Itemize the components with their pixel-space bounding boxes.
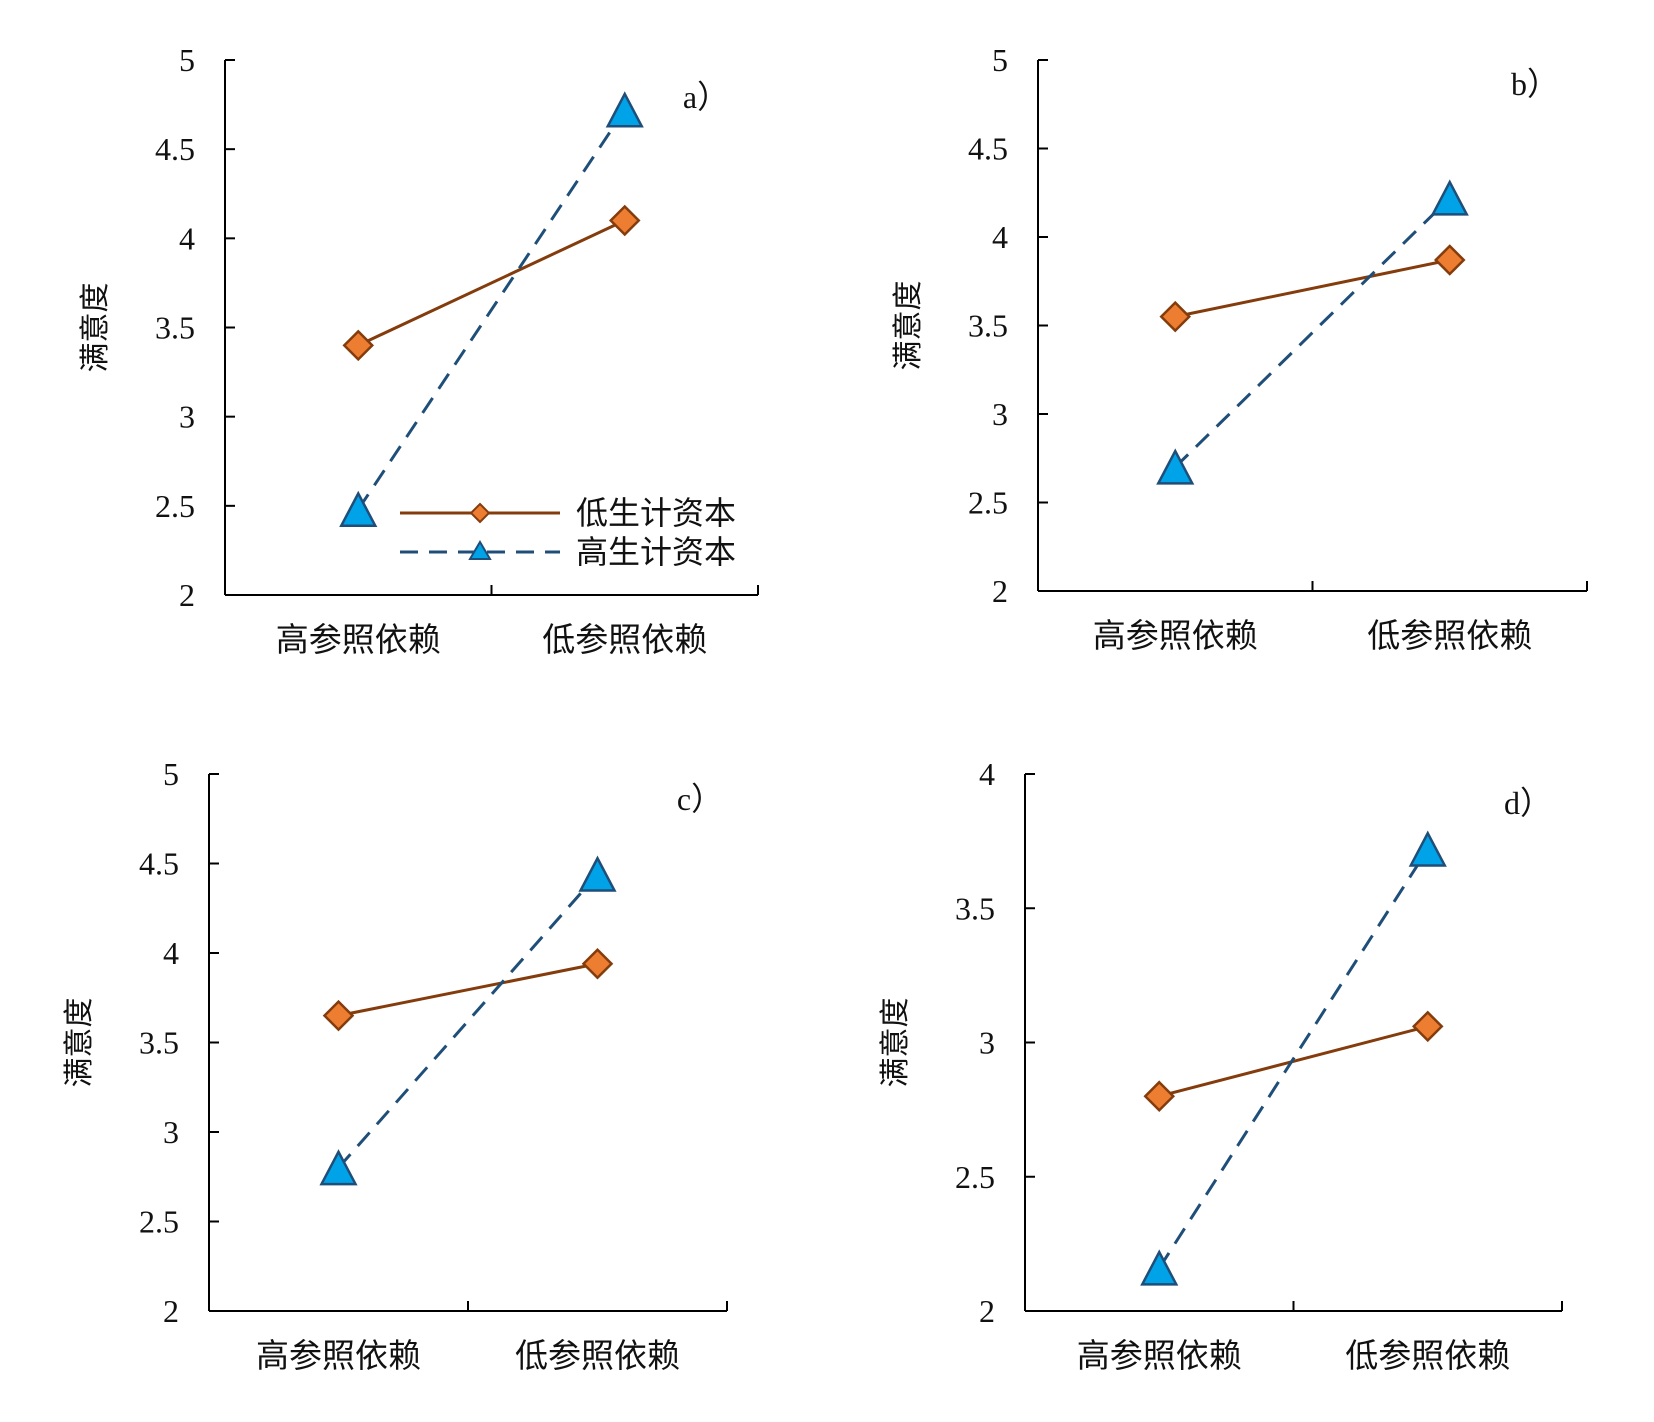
legend-marker-low-capital: [469, 502, 491, 524]
y-tick-label: 4: [979, 756, 995, 792]
series-line-high-capital: [357, 109, 626, 511]
x-tick-label: 低参照依赖: [1367, 616, 1532, 655]
data-point-low-capital: [581, 947, 614, 980]
y-tick-label: 2.5: [968, 485, 1008, 521]
chart-panel-b: 2 2.5 3 3.5 4 4.5 5 高参照依赖 低参照依赖 满意度 b）: [891, 42, 1588, 655]
data-point-low-capital: [322, 999, 355, 1032]
data-point-low-capital: [1143, 1080, 1176, 1112]
panel-label: a）: [683, 79, 729, 115]
legend-label-high-capital: 高生计资本: [576, 533, 736, 571]
y-tick-label: 3: [992, 396, 1008, 432]
data-point-high-capital: [339, 490, 378, 527]
y-tick-label: 3: [163, 1114, 179, 1150]
series-line-high-capital: [1174, 196, 1451, 469]
series-line-low-capital: [357, 219, 626, 347]
y-tick-label: 5: [163, 756, 179, 792]
data-point-high-capital: [1140, 1249, 1179, 1286]
y-tick-label: 3: [979, 1025, 995, 1061]
data-point-high-capital: [319, 1149, 358, 1186]
series-line-high-capital: [1157, 848, 1430, 1269]
x-tick-label: 高参照依赖: [256, 1336, 421, 1375]
data-point-low-capital: [342, 329, 375, 362]
data-point-high-capital: [605, 91, 644, 128]
y-axis-label: 满意度: [78, 283, 113, 373]
series-line-high-capital: [337, 873, 599, 1169]
y-tick-label: 2: [179, 577, 195, 613]
series-line-low-capital: [1174, 258, 1451, 319]
data-point-low-capital: [1411, 1010, 1444, 1043]
y-tick-label: 3: [179, 399, 195, 435]
y-tick-label: 3.5: [139, 1025, 179, 1061]
panel-label: d）: [1504, 785, 1552, 821]
y-tick-label: 4.5: [139, 846, 179, 882]
y-tick-label: 4: [163, 935, 179, 971]
y-tick-label: 3.5: [155, 310, 195, 346]
data-point-low-capital: [1433, 244, 1466, 276]
y-tick-label: 3.5: [968, 308, 1008, 344]
x-tick-label: 低参照依赖: [515, 1336, 680, 1375]
y-tick-label: 5: [179, 42, 195, 78]
x-tick-label: 高参照依赖: [1093, 616, 1258, 655]
chart-panel-a: 2 2.5 3 3.5 4 4.5 5 高参照依赖 低参照依赖 满意度 a）: [78, 42, 759, 659]
data-point-high-capital: [1430, 179, 1469, 216]
panel-label: b）: [1511, 66, 1559, 102]
data-point-low-capital: [608, 204, 641, 237]
legend-marker-high-capital: [468, 540, 492, 560]
y-tick-label: 4: [992, 219, 1008, 255]
y-tick-label: 4: [179, 220, 195, 256]
series-line-low-capital: [338, 962, 598, 1018]
data-point-high-capital: [578, 855, 617, 892]
y-tick-label: 2.5: [955, 1159, 995, 1195]
data-point-low-capital: [1159, 300, 1192, 333]
panel-label: c）: [677, 781, 723, 817]
x-tick-label: 低参照依赖: [1345, 1336, 1510, 1375]
y-tick-label: 2.5: [139, 1204, 179, 1240]
x-tick-label: 低参照依赖: [542, 620, 707, 659]
y-axis-label: 满意度: [878, 998, 913, 1088]
y-tick-label: 4.5: [155, 131, 195, 167]
y-tick-label: 2: [992, 573, 1008, 609]
y-tick-label: 5: [992, 42, 1008, 78]
y-tick-label: 4.5: [968, 131, 1008, 167]
legend-label-low-capital: 低生计资本: [576, 494, 736, 532]
y-tick-label: 2.5: [155, 488, 195, 524]
data-point-high-capital: [1408, 830, 1447, 867]
x-tick-label: 高参照依赖: [276, 620, 441, 659]
chart-panel-d: 2 2.5 3 3.5 4 高参照依赖 低参照依赖 满意度 d）: [878, 756, 1563, 1375]
x-tick-label: 高参照依赖: [1077, 1336, 1242, 1375]
y-tick-label: 3.5: [955, 890, 995, 926]
y-axis-label: 满意度: [62, 998, 97, 1088]
y-tick-label: 2: [163, 1293, 179, 1329]
data-point-high-capital: [1156, 448, 1195, 485]
y-tick-label: 2: [979, 1293, 995, 1329]
y-axis-label: 满意度: [891, 281, 926, 371]
chart-panel-c: 2 2.5 3 3.5 4 4.5 5 高参照依赖 低参照依赖 满意度 c）: [62, 756, 728, 1375]
